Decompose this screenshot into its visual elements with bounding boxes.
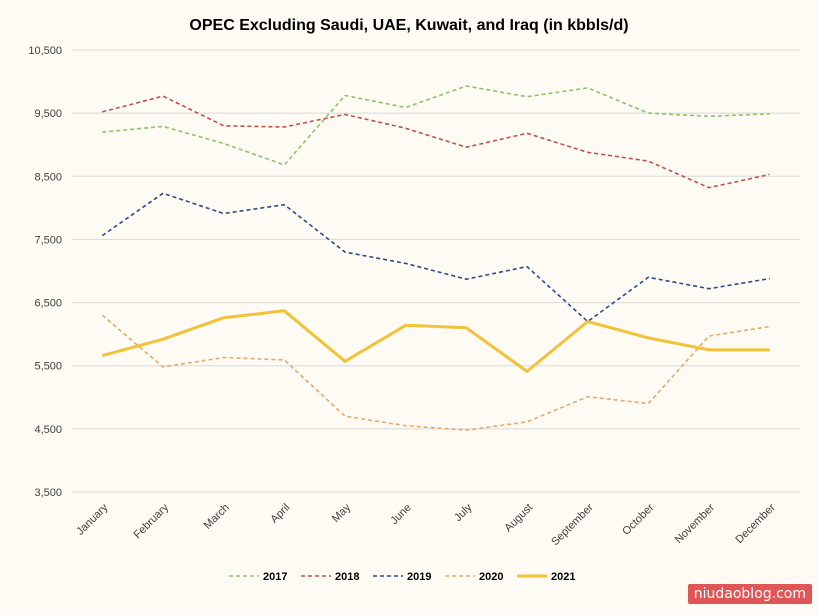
x-tick-label: July (452, 501, 475, 524)
gridlines (72, 49, 800, 493)
x-tick-label: June (388, 502, 413, 527)
y-tick-label: 9,500 (34, 108, 62, 120)
x-tick-label: November (673, 501, 718, 546)
legend: 2017 2018 2019 2020 2021 (229, 571, 575, 583)
x-tick-label: October (620, 501, 656, 537)
x-tick-label: August (502, 502, 535, 535)
y-tick-label: 5,500 (34, 361, 62, 373)
series-line-2021 (101, 309, 770, 373)
y-tick-label: 7,500 (34, 234, 62, 246)
legend-label-2018: 2018 (335, 571, 359, 583)
x-tick-label: September (549, 501, 596, 548)
x-tick-label: February (132, 501, 172, 541)
y-tick-label: 10,500 (28, 45, 62, 57)
legend-label-2019: 2019 (407, 571, 431, 583)
x-tick-label: March (202, 502, 232, 532)
legend-label-2017: 2017 (263, 571, 287, 583)
x-tick-label: December (733, 501, 778, 546)
y-tick-label: 3,500 (34, 487, 62, 499)
chart-title: OPEC Excluding Saudi, UAE, Kuwait, and I… (189, 17, 628, 34)
watermark-badge: niudaoblog.com (687, 584, 812, 604)
legend-label-2020: 2020 (479, 571, 503, 583)
x-tick-label: January (74, 501, 111, 538)
series-lines (101, 85, 770, 431)
series-line-2020 (101, 314, 770, 431)
legend-label-2021: 2021 (551, 571, 575, 583)
y-axis-ticks: 3,500 4,500 5,500 6,500 7,500 8,500 9,500 10,50… (28, 45, 62, 499)
x-tick-label: May (330, 501, 354, 525)
y-tick-label: 4,500 (34, 424, 62, 436)
x-axis-ticks: January February March April May June July Augu… (74, 501, 778, 548)
series-line-2019 (101, 192, 770, 323)
series-line-2018 (102, 95, 770, 189)
series-line-2017 (102, 85, 770, 166)
y-tick-label: 8,500 (34, 171, 62, 183)
y-tick-label: 6,500 (34, 298, 62, 310)
x-tick-label: April (268, 502, 292, 526)
